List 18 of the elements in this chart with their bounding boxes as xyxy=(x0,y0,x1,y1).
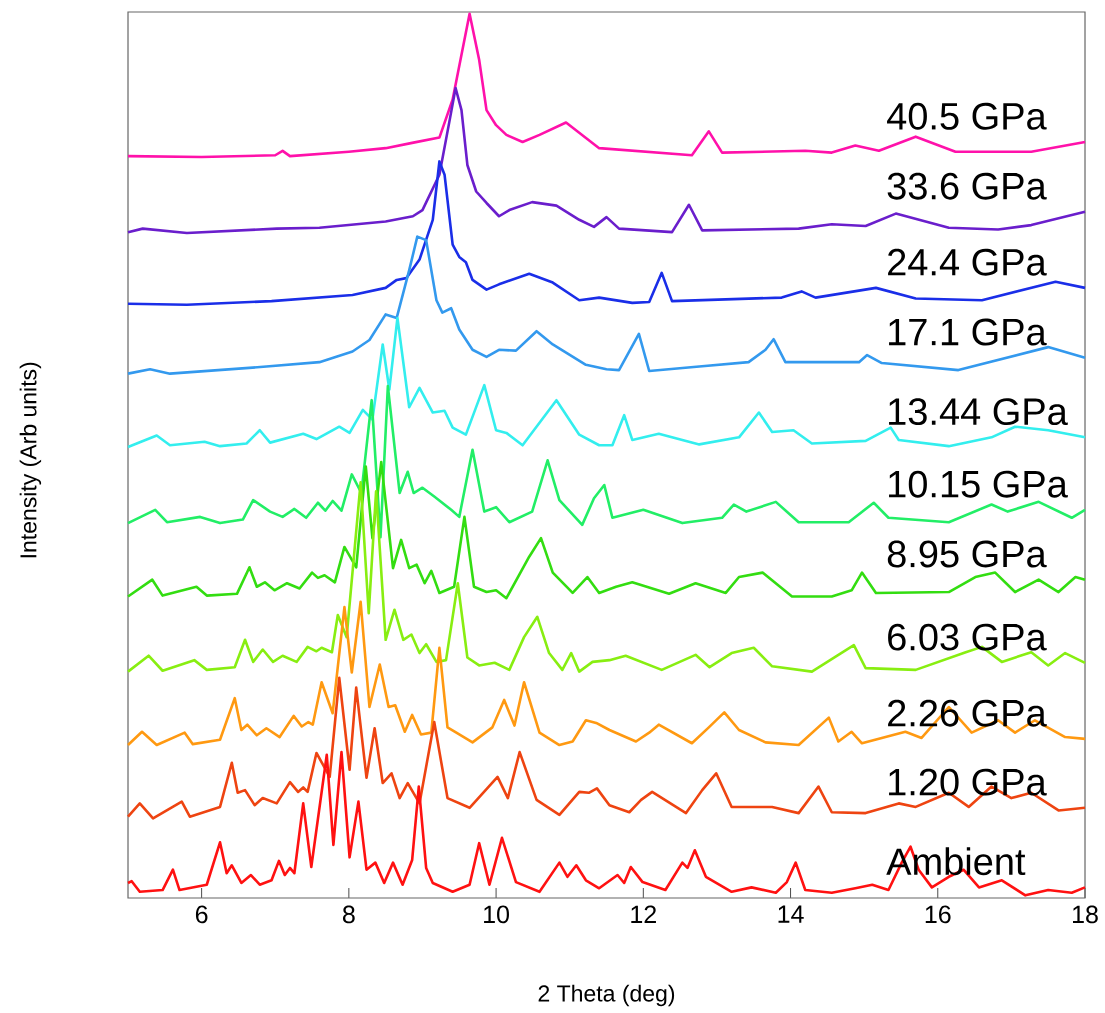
series-label: 1.20 GPa xyxy=(889,768,1047,796)
series-label: 13.44 GPa xyxy=(889,398,1068,426)
series-label: 40.5 GPa xyxy=(887,102,1047,130)
x-axis-title: 2 Theta (deg) xyxy=(538,984,675,1007)
x-tick-label: 12 xyxy=(631,905,656,923)
x-tick-label: 6 xyxy=(195,905,208,924)
series-label: 33.6 GPa xyxy=(887,172,1047,200)
series-label: 8.95 GPa xyxy=(887,540,1047,568)
series-label: 10.15 GPa xyxy=(889,470,1068,498)
series-label: 17.1 GPa xyxy=(889,318,1047,346)
x-tick-label: 16 xyxy=(925,905,951,924)
y-axis-title: Intensity (Arb units) xyxy=(19,362,42,558)
series-label: 6.03 GPa xyxy=(888,623,1047,651)
x-tick-label: 14 xyxy=(778,905,804,923)
x-tick-label: 10 xyxy=(484,905,509,924)
series-label: 24.4 GPa xyxy=(888,248,1047,276)
x-tick-label: 8 xyxy=(342,905,355,924)
x-tick-label: 18 xyxy=(1073,905,1098,924)
